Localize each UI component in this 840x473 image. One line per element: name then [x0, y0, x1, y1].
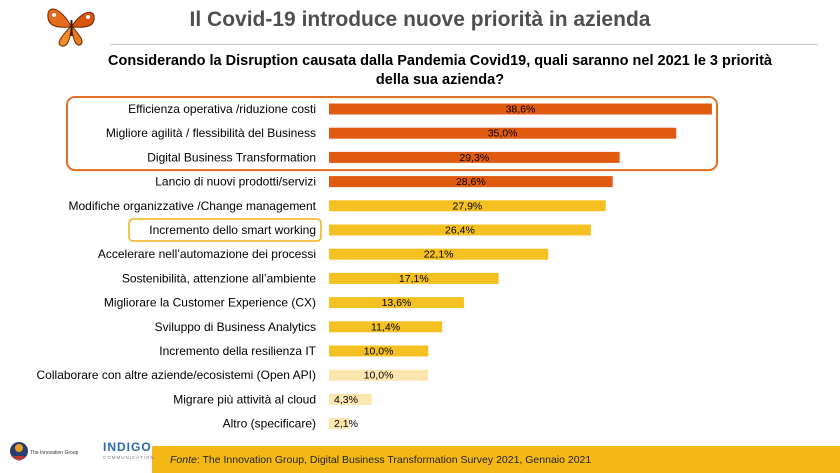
- bar-3: [329, 176, 613, 188]
- value-label-12: 4,3%: [334, 394, 358, 406]
- category-label-6: Accelerare nell’automazione dei processi: [98, 247, 316, 261]
- category-label-4: Modifiche organizzative /Change manageme…: [69, 199, 317, 213]
- innovation-group-logo-text: The Innovation Group: [30, 450, 79, 456]
- category-label-7: Sostenibilità, attenzione all’ambiente: [122, 271, 316, 285]
- value-label-1: 35,0%: [488, 128, 518, 140]
- category-label-1: Migliore agilità / flessibilità del Busi…: [106, 126, 316, 140]
- butterfly-logo-icon: [47, 8, 95, 47]
- category-label-8: Migliorare la Customer Experience (CX): [104, 296, 316, 310]
- value-label-2: 29,3%: [459, 152, 489, 164]
- value-label-0: 38,6%: [506, 104, 536, 116]
- bar-10: [329, 345, 429, 357]
- page-title: Il Covid-19 introduce nuove priorità in …: [189, 8, 651, 31]
- source-note: Fonte: The Innovation Group, Digital Bus…: [170, 454, 591, 466]
- bar-5: [329, 224, 591, 236]
- value-label-6: 22,1%: [424, 249, 454, 261]
- value-label-7: 17,1%: [399, 273, 429, 285]
- bar-8: [329, 297, 464, 309]
- source-text: : The Innovation Group, Digital Business…: [196, 454, 592, 466]
- question-subtitle: Considerando la Disruption causata dalla…: [60, 52, 820, 90]
- bar-13: [329, 418, 350, 430]
- value-label-13: 2,1%: [334, 418, 358, 430]
- bar-9: [329, 321, 443, 333]
- value-label-8: 13,6%: [382, 297, 412, 309]
- indigo-logo-subtitle: COMMUNICATION: [103, 455, 155, 460]
- category-label-12: Migrare più attività al cloud: [173, 392, 316, 406]
- bar-1: [329, 127, 677, 139]
- bar-0: [329, 103, 712, 115]
- category-label-13: Altro (specificare): [223, 417, 316, 431]
- value-label-11: 10,0%: [364, 370, 394, 382]
- value-label-3: 28,6%: [456, 176, 486, 188]
- title-divider: [110, 44, 818, 45]
- source-label: Fonte: [170, 454, 197, 466]
- category-label-2: Digital Business Transformation: [147, 150, 316, 164]
- category-label-11: Collaborare con altre aziende/ecosistemi…: [37, 368, 316, 382]
- subtitle-line-2: della sua azienda?: [375, 72, 505, 88]
- smart-working-highlight-box: [128, 218, 322, 242]
- top-three-highlight-box: [66, 96, 718, 172]
- bar-11: [329, 369, 429, 381]
- bar-6: [329, 248, 549, 260]
- value-label-9: 11,4%: [371, 321, 400, 333]
- footer-band: [152, 446, 840, 473]
- category-label-10: Incremento della resilienza IT: [159, 344, 316, 358]
- category-label-5: Incremento dello smart working: [149, 223, 316, 237]
- category-label-3: Lancio di nuovi prodotti/servizi: [155, 175, 316, 189]
- value-label-10: 10,0%: [364, 346, 394, 358]
- bar-2: [329, 151, 620, 163]
- value-label-4: 27,9%: [452, 200, 482, 212]
- subtitle-line-1: Considerando la Disruption causata dalla…: [108, 53, 772, 69]
- innovation-group-logo-icon: [10, 442, 28, 461]
- bar-7: [329, 272, 499, 284]
- category-label-9: Sviluppo di Business Analytics: [155, 320, 316, 334]
- indigo-logo: INDIGO: [103, 440, 152, 454]
- value-label-5: 26,4%: [445, 225, 475, 237]
- bar-4: [329, 200, 606, 212]
- bar-12: [329, 393, 372, 405]
- category-label-0: Efficienza operativa /riduzione costi: [128, 102, 316, 116]
